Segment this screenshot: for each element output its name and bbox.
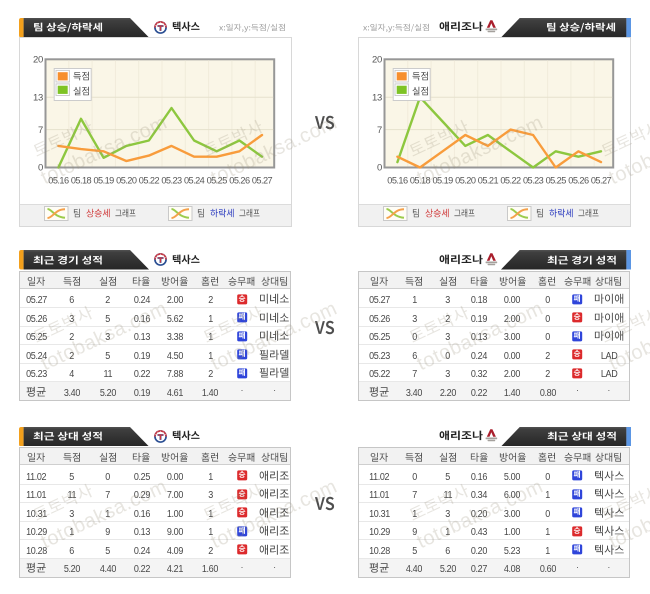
svg-text:05.16: 05.16 — [48, 176, 69, 186]
svg-text:05.24: 05.24 — [184, 176, 205, 186]
svg-text:0: 0 — [38, 163, 43, 174]
svg-text:20: 20 — [372, 55, 382, 66]
svg-text:7: 7 — [377, 125, 382, 136]
svg-text:05.16: 05.16 — [387, 176, 408, 186]
svg-text:0: 0 — [377, 163, 382, 174]
svg-text:05.25: 05.25 — [207, 176, 228, 186]
svg-text:05.19: 05.19 — [432, 176, 453, 186]
svg-text:7: 7 — [38, 125, 43, 136]
svg-text:05.22: 05.22 — [500, 176, 521, 186]
svg-text:05.26: 05.26 — [568, 176, 589, 186]
svg-text:05.27: 05.27 — [591, 176, 612, 186]
svg-text:05.23: 05.23 — [161, 176, 182, 186]
svg-text:05.22: 05.22 — [139, 176, 160, 186]
svg-text:20: 20 — [33, 55, 43, 66]
svg-text:05.21: 05.21 — [478, 176, 499, 186]
svg-text:05.18: 05.18 — [71, 176, 92, 186]
svg-text:13: 13 — [372, 92, 382, 103]
svg-text:05.26: 05.26 — [229, 176, 250, 186]
svg-text:05.25: 05.25 — [546, 176, 567, 186]
svg-text:05.20: 05.20 — [455, 176, 476, 186]
svg-text:05.19: 05.19 — [93, 176, 114, 186]
svg-text:05.23: 05.23 — [523, 176, 544, 186]
svg-text:13: 13 — [33, 92, 43, 103]
svg-text:05.18: 05.18 — [410, 176, 431, 186]
svg-text:05.20: 05.20 — [116, 176, 137, 186]
svg-text:05.27: 05.27 — [252, 176, 273, 186]
